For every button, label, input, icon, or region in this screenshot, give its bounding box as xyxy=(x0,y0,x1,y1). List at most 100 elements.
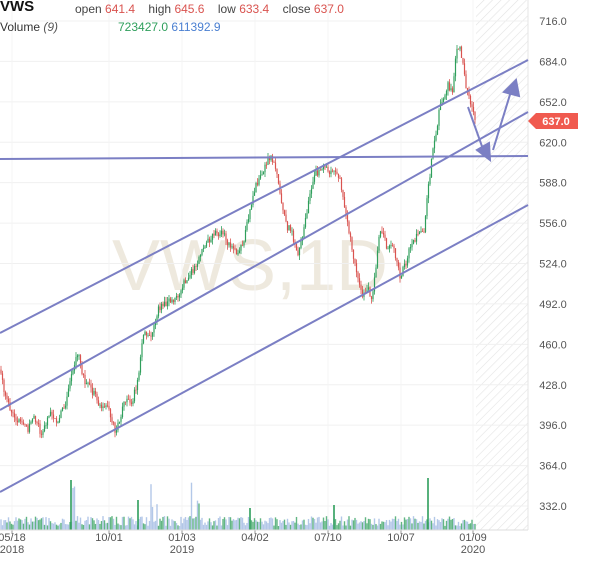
candle-body xyxy=(75,357,77,366)
volume-bar xyxy=(274,517,277,530)
candle-body xyxy=(343,196,346,208)
candle-body xyxy=(225,233,227,241)
volume-bar xyxy=(412,516,415,530)
volume-bar xyxy=(105,523,107,530)
trendline-channel-bottom[interactable] xyxy=(0,204,529,493)
volume-bar xyxy=(238,518,241,530)
candle-body xyxy=(138,372,140,381)
trendline-channel-top[interactable] xyxy=(0,59,529,334)
volume-bar xyxy=(109,517,112,530)
candle-body xyxy=(70,374,73,382)
volume-bar xyxy=(273,525,275,530)
volume-bar xyxy=(67,524,70,530)
volume-bar xyxy=(81,524,83,530)
candle-body xyxy=(262,172,265,175)
volume-bar xyxy=(30,518,32,530)
candle-body xyxy=(45,425,47,427)
close-value: 637.0 xyxy=(313,2,344,16)
candle-body xyxy=(189,274,191,278)
candle-body xyxy=(112,422,115,424)
candle-body xyxy=(160,303,163,311)
candle-body xyxy=(193,266,196,273)
candle-body xyxy=(114,422,116,433)
candle-body xyxy=(423,231,425,233)
volume-bar xyxy=(468,523,470,530)
candle-body xyxy=(412,240,415,244)
candle-body xyxy=(457,48,460,50)
volume-bar xyxy=(454,525,457,530)
candle-body xyxy=(330,170,332,175)
candle-body xyxy=(13,413,16,418)
volume-bar xyxy=(436,519,439,530)
volume-bar xyxy=(469,523,472,530)
x-tick-label: 05/18 xyxy=(0,532,26,544)
volume-bar xyxy=(211,525,214,530)
volume-bar xyxy=(207,521,209,530)
volume-bar xyxy=(472,524,475,530)
volume-bar xyxy=(112,518,115,530)
candle-body xyxy=(196,263,199,267)
volume-bar xyxy=(196,500,199,530)
volume-bar xyxy=(370,523,373,530)
candle-body xyxy=(55,418,58,423)
candle-body xyxy=(289,225,292,231)
arrow-up-line xyxy=(492,87,513,151)
trendline-horizontal[interactable] xyxy=(0,155,529,160)
candle-body xyxy=(283,210,286,215)
candle-body xyxy=(142,334,145,344)
candle-body xyxy=(177,295,179,298)
volume-bar xyxy=(286,518,289,530)
volume-bar xyxy=(154,520,157,530)
candle-body xyxy=(31,418,34,422)
volume-bar xyxy=(118,524,121,530)
volume-bar xyxy=(231,520,233,530)
x-tick-year: 2020 xyxy=(461,544,485,556)
volume-bar xyxy=(375,524,377,530)
candle-body xyxy=(157,306,160,317)
trendlines[interactable] xyxy=(0,59,529,493)
volume-bar xyxy=(256,521,259,530)
candle-body xyxy=(415,233,418,242)
volume-bar xyxy=(138,519,140,530)
volume-bar xyxy=(354,517,356,530)
volume-bar xyxy=(426,519,428,530)
volume-bar xyxy=(318,516,320,530)
volume-bar xyxy=(246,523,248,530)
volume-bar xyxy=(264,520,266,530)
volume-bar xyxy=(115,516,118,530)
volume-bar xyxy=(39,519,41,530)
trendline-channel-middle[interactable] xyxy=(0,111,529,411)
candle-body xyxy=(426,198,428,217)
candle-body xyxy=(57,422,59,423)
volume-bar xyxy=(52,523,55,530)
candle-body xyxy=(201,249,203,255)
volume-bar xyxy=(37,520,40,530)
volume-bar xyxy=(441,518,443,530)
volume-bar xyxy=(253,518,256,530)
volume-bar xyxy=(345,525,347,530)
candle-body xyxy=(187,277,190,281)
volume-bar xyxy=(448,516,451,530)
candle-body xyxy=(358,278,361,285)
volume-bar xyxy=(174,521,176,530)
candle-body xyxy=(1,373,4,380)
volume-bar xyxy=(474,523,476,530)
candle-body xyxy=(64,405,67,408)
candle-body xyxy=(22,422,25,425)
candle-body xyxy=(61,407,64,411)
candle-body xyxy=(204,246,206,248)
candle-body xyxy=(58,418,61,423)
volume-bar xyxy=(61,518,64,530)
volume-bar xyxy=(388,519,391,530)
volume-bar xyxy=(42,517,44,530)
volume-bar xyxy=(439,522,442,530)
candle-body xyxy=(336,171,338,175)
volume-bar xyxy=(343,521,346,530)
candle-body xyxy=(66,396,68,406)
candle-body xyxy=(354,258,356,264)
candle-body xyxy=(310,188,313,194)
projection-arrows[interactable] xyxy=(467,77,521,163)
volume-bar xyxy=(280,522,283,530)
